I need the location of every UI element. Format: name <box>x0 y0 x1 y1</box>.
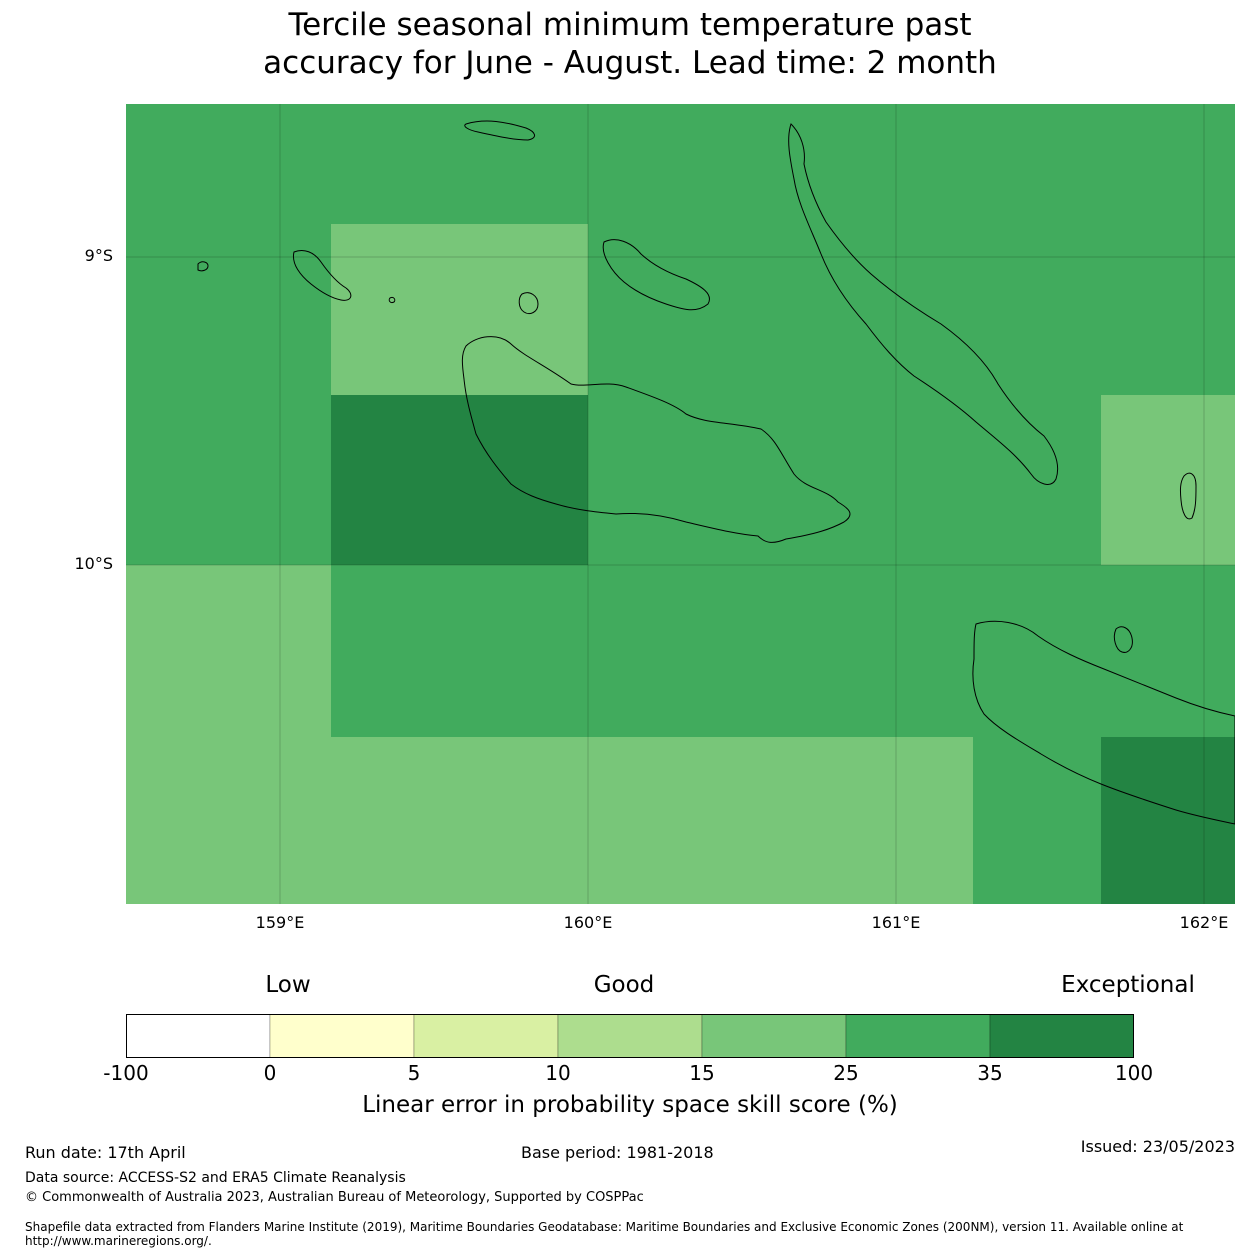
skill-cell <box>331 737 460 904</box>
skill-cell <box>1037 395 1101 565</box>
copyright: © Commonwealth of Australia 2023, Austra… <box>25 1190 644 1205</box>
skill-cell <box>973 224 1037 395</box>
skill-cell <box>1101 224 1235 395</box>
skill-cell <box>1037 224 1101 395</box>
skill-cell <box>1037 104 1101 224</box>
coastline-western-islet <box>197 261 209 272</box>
lon-label-161e: 161°E <box>871 913 921 932</box>
shapefile-credit-line-1: Shapefile data extracted from Flanders M… <box>25 1220 1184 1234</box>
colorbar-tick: 35 <box>977 1061 1003 1085</box>
skill-cell <box>716 565 844 737</box>
skill-cell <box>588 565 716 737</box>
skill-cell <box>716 224 844 395</box>
colorbar-tick: 10 <box>545 1061 571 1085</box>
colorbar-segment <box>989 1014 1134 1058</box>
skill-cell <box>126 737 331 904</box>
colorbar-label: Linear error in probability space skill … <box>362 1092 898 1118</box>
colorbar-tick: 15 <box>689 1061 715 1085</box>
colorbar-tick: 0 <box>263 1061 277 1085</box>
skill-cell <box>973 395 1037 565</box>
lat-label-9s: 9°S <box>84 246 113 265</box>
skill-cell <box>460 737 588 904</box>
skill-cell <box>973 104 1037 224</box>
map-title: Tercile seasonal minimum temperature pas… <box>0 6 1260 82</box>
skill-cell <box>973 565 1037 737</box>
skill-cell <box>331 395 460 565</box>
colorbar-tick: 5 <box>407 1061 421 1085</box>
skill-cell <box>126 565 331 737</box>
legend-category-exceptional: Exceptional <box>1061 972 1195 998</box>
skill-cell <box>460 395 588 565</box>
colorbar-tick: 25 <box>833 1061 859 1085</box>
skill-cell <box>588 737 716 904</box>
skill-cell <box>844 224 973 395</box>
coastline-guadalcanal <box>461 336 851 543</box>
colorbar-segment <box>845 1014 991 1058</box>
skill-cell <box>1101 565 1235 737</box>
shapefile-credit-line-2: http://www.marineregions.org/. <box>25 1234 212 1248</box>
colorbar-tick: 100 <box>1114 1061 1154 1085</box>
coastline-florida-islands <box>602 239 710 311</box>
skill-cell <box>1037 737 1101 904</box>
colorbar <box>126 1014 1134 1058</box>
skill-cell <box>588 395 716 565</box>
skill-cell <box>460 565 588 737</box>
skill-cell <box>844 395 973 565</box>
coastline-malaita <box>788 123 1059 485</box>
skill-cell <box>1101 737 1235 904</box>
coastline-savo <box>518 292 539 315</box>
coastline-makira <box>972 620 1235 825</box>
legend-category-low: Low <box>265 972 311 998</box>
skill-cell <box>126 224 331 395</box>
run-date: Run date: 17th April <box>25 1143 186 1162</box>
legend-category-good: Good <box>593 972 655 998</box>
colorbar-segment <box>126 1014 271 1058</box>
data-source: Data source: ACCESS-S2 and ERA5 Climate … <box>25 1170 406 1186</box>
skill-cell <box>460 104 588 224</box>
lon-label-162e: 162°E <box>1179 913 1229 932</box>
coastline-islet-2 <box>464 120 535 141</box>
coastlines <box>197 120 1235 825</box>
colorbar-tick: -100 <box>103 1061 149 1085</box>
skill-cell <box>1037 565 1101 737</box>
lon-label-160e: 160°E <box>563 913 613 932</box>
shapefile-credit: Shapefile data extracted from Flanders M… <box>25 1220 1225 1248</box>
skill-cell <box>460 224 588 395</box>
skill-cell <box>331 224 460 395</box>
skill-cell <box>844 737 973 904</box>
skill-cell <box>844 565 973 737</box>
issued-date: Issued: 23/05/2023 <box>1080 1137 1235 1156</box>
coastline-small-island <box>1113 626 1133 653</box>
skill-cell <box>716 104 844 224</box>
skill-cell <box>716 737 844 904</box>
skill-cell <box>588 104 716 224</box>
skill-cell <box>844 104 973 224</box>
lon-label-159e: 159°E <box>255 913 305 932</box>
skill-cell <box>126 104 331 224</box>
skill-cell <box>331 104 460 224</box>
skill-cell <box>973 737 1037 904</box>
skill-cell <box>331 565 460 737</box>
skill-cell <box>1101 395 1235 565</box>
base-period: Base period: 1981-2018 <box>521 1143 714 1162</box>
skill-cell <box>716 395 844 565</box>
coastline-eastern-island <box>1179 472 1197 520</box>
title-line-1: Tercile seasonal minimum temperature pas… <box>288 7 972 43</box>
skill-map <box>126 104 1235 904</box>
skill-grid <box>126 104 1235 904</box>
lat-label-10s: 10°S <box>74 554 113 573</box>
graticule <box>126 104 1235 904</box>
colorbar-segment <box>557 1014 703 1058</box>
title-line-2: accuracy for June - August. Lead time: 2… <box>263 45 997 81</box>
colorbar-segment <box>269 1014 415 1058</box>
skill-cell <box>1101 104 1235 224</box>
colorbar-segment <box>413 1014 559 1058</box>
coastline-islet-1 <box>388 297 396 303</box>
skill-cell <box>126 395 331 565</box>
coastline-russell-islands <box>292 249 352 301</box>
colorbar-segment <box>701 1014 847 1058</box>
